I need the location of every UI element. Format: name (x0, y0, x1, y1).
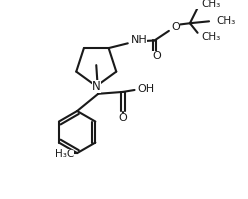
Text: CH₃: CH₃ (217, 16, 236, 26)
Text: O: O (172, 22, 181, 32)
Text: OH: OH (137, 84, 155, 94)
Text: CH₃: CH₃ (201, 32, 221, 42)
Text: O: O (119, 113, 127, 123)
Text: O: O (152, 51, 161, 61)
Text: N: N (92, 80, 101, 93)
Text: NH: NH (131, 35, 147, 45)
Text: H₃C: H₃C (55, 149, 74, 159)
Text: CH₃: CH₃ (201, 0, 221, 9)
